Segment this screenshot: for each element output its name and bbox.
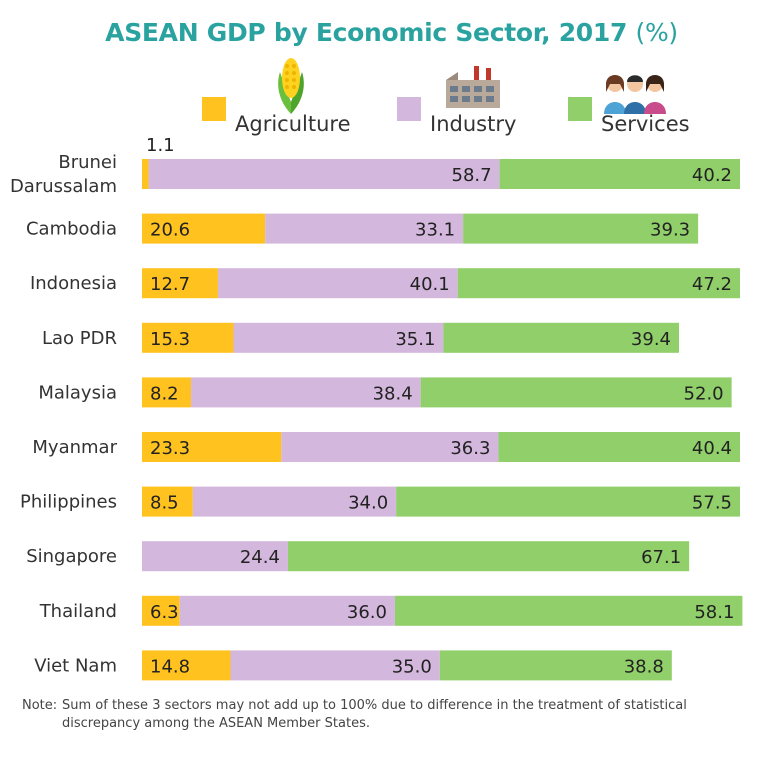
bar-segment-industry <box>192 486 397 517</box>
bar-segment-agriculture <box>142 486 193 517</box>
data-label-services: 39.3 <box>650 220 690 241</box>
bar-segment-services <box>394 595 743 626</box>
bar-segment-industry <box>179 595 395 626</box>
chart-title-unit: (%) <box>635 18 678 47</box>
footnote-text: Sum of these 3 sectors may not add up to… <box>62 698 687 731</box>
bar-segment-industry <box>233 322 444 353</box>
data-label-industry: 40.1 <box>410 274 450 295</box>
data-label-services: 52.0 <box>684 383 724 404</box>
category-label: Cambodia <box>26 219 117 240</box>
data-label-services: 40.4 <box>692 438 732 459</box>
bar-segment-industry <box>191 377 421 408</box>
bar-segment-agriculture <box>142 650 231 681</box>
bar-segment-services <box>443 322 680 353</box>
corn-icon <box>278 58 304 114</box>
bar-segment-agriculture <box>142 377 192 408</box>
data-label-industry: 24.4 <box>240 547 280 568</box>
category-label: Malaysia <box>38 382 117 403</box>
category-label: Thailand <box>39 601 117 622</box>
bar-segment-industry <box>281 432 499 462</box>
legend-swatch-services <box>568 97 592 121</box>
bar-segment-services <box>457 268 740 299</box>
data-label-agriculture: 8.2 <box>150 383 179 404</box>
data-label-agriculture: 8.5 <box>150 493 179 514</box>
bar-segment-services <box>463 213 699 244</box>
legend-label-industry: Industry <box>430 112 517 136</box>
category-label: Brunei Darussalam <box>10 152 117 197</box>
data-label-agriculture: 6.3 <box>150 602 179 623</box>
data-label-services: 57.5 <box>692 493 732 514</box>
legend-label-services: Services <box>601 112 690 136</box>
category-label: Myanmar <box>32 437 117 458</box>
bar-segment-agriculture <box>142 322 234 353</box>
bar-segment-agriculture <box>142 595 180 626</box>
data-label-agriculture: 15.3 <box>150 329 190 350</box>
bar-segment-industry <box>230 650 440 681</box>
data-label-industry: 33.1 <box>415 220 455 241</box>
bar-segment-agriculture <box>142 268 218 299</box>
data-label-industry: 36.0 <box>347 602 387 623</box>
bar-segment-industry <box>148 159 500 189</box>
category-label: Philippines <box>20 492 117 513</box>
legend-swatch-industry <box>397 97 421 121</box>
legend-label-agriculture: Agriculture <box>235 112 351 136</box>
data-label-industry: 38.4 <box>373 383 413 404</box>
data-label-services: 67.1 <box>641 547 681 568</box>
category-label: Indonesia <box>30 273 117 294</box>
bar-segment-services <box>499 159 740 189</box>
data-label-agriculture: 14.8 <box>150 656 190 677</box>
people-icon <box>604 75 666 114</box>
bar-segment-services <box>287 541 690 572</box>
data-label-industry: 58.7 <box>452 165 492 186</box>
bar-segment-agriculture <box>142 213 266 244</box>
data-label-industry: 34.0 <box>348 493 388 514</box>
data-label-industry: 36.3 <box>450 438 490 459</box>
category-label: Singapore <box>26 546 117 567</box>
data-label-services: 40.2 <box>692 165 732 186</box>
data-label-services: 58.1 <box>694 602 734 623</box>
chart-title-text: ASEAN GDP by Economic Sector, 2017 <box>105 18 628 47</box>
data-label-agriculture: 20.6 <box>150 220 190 241</box>
legend-swatch-agriculture <box>202 97 226 121</box>
data-label-agriculture: 12.7 <box>150 274 190 295</box>
bar-segment-agriculture <box>142 432 282 462</box>
data-label-industry: 35.1 <box>395 329 435 350</box>
bar-segment-services <box>439 650 672 681</box>
data-label-services: 39.4 <box>631 329 671 350</box>
factory-icon <box>446 66 500 108</box>
footnote-label: Note: <box>22 698 58 713</box>
data-label-industry: 35.0 <box>392 656 432 677</box>
data-label-services: 47.2 <box>692 274 732 295</box>
bar-segment-industry <box>142 541 288 572</box>
data-label-services: 38.8 <box>624 656 664 677</box>
stacked-bar-chart: Brunei Darussalam 1.1 58.7 40.2 Cambodia 20.6 3… <box>10 135 743 681</box>
bar-segment-agriculture <box>142 159 149 189</box>
bar-segment-services <box>396 486 740 517</box>
bar-segment-services <box>420 377 732 408</box>
bar-segment-services <box>498 432 740 462</box>
data-label-agriculture: 23.3 <box>150 438 190 459</box>
data-label-agriculture: 1.1 <box>146 135 175 156</box>
category-label: Lao PDR <box>42 328 117 349</box>
chart-title: ASEAN GDP by Economic Sector, 2017 (%) <box>0 18 783 47</box>
bar-segment-industry <box>265 213 464 244</box>
category-label: Viet Nam <box>34 655 117 676</box>
bar-segment-industry <box>217 268 458 299</box>
